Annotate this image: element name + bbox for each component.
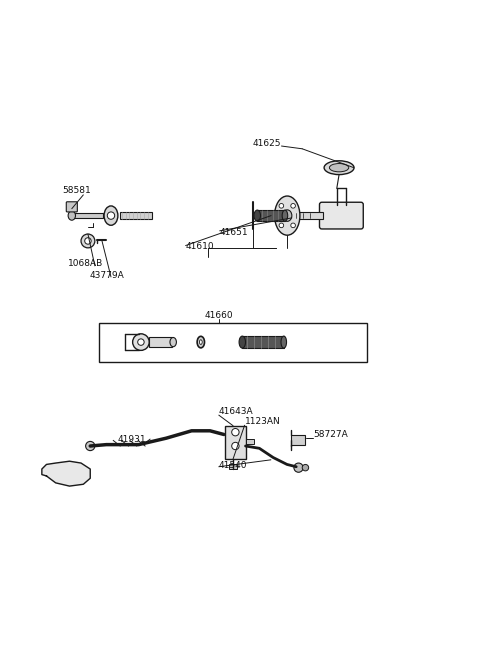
Bar <box>120 212 152 219</box>
Circle shape <box>138 339 144 346</box>
Bar <box>72 213 103 218</box>
Text: 1068AB: 1068AB <box>68 259 103 268</box>
Circle shape <box>232 428 239 436</box>
Circle shape <box>85 442 95 451</box>
Ellipse shape <box>282 210 288 221</box>
Ellipse shape <box>170 338 177 347</box>
Circle shape <box>302 464 309 471</box>
FancyBboxPatch shape <box>320 202 363 229</box>
Circle shape <box>291 204 295 208</box>
Ellipse shape <box>254 210 261 221</box>
Circle shape <box>291 223 295 228</box>
Text: 1123AN: 1123AN <box>245 417 280 426</box>
Bar <box>225 426 246 459</box>
Text: 41931: 41931 <box>118 435 146 444</box>
Circle shape <box>132 334 149 350</box>
Ellipse shape <box>283 210 292 221</box>
Bar <box>246 439 254 443</box>
Ellipse shape <box>104 206 118 225</box>
Ellipse shape <box>275 196 300 235</box>
Ellipse shape <box>68 211 75 220</box>
Circle shape <box>279 223 284 228</box>
Ellipse shape <box>200 340 202 344</box>
Text: 41540: 41540 <box>219 461 247 470</box>
Ellipse shape <box>281 336 287 348</box>
Ellipse shape <box>197 336 204 348</box>
Text: 58581: 58581 <box>62 186 91 195</box>
Text: 41651: 41651 <box>220 229 248 237</box>
Circle shape <box>108 212 115 219</box>
Bar <box>242 336 284 348</box>
Ellipse shape <box>324 161 354 175</box>
Bar <box>294 212 323 219</box>
Circle shape <box>232 442 239 449</box>
Bar <box>99 323 367 361</box>
Text: 58727A: 58727A <box>314 430 348 439</box>
Bar <box>257 210 285 221</box>
Circle shape <box>294 463 303 472</box>
Circle shape <box>279 204 284 208</box>
Bar <box>291 436 304 445</box>
Text: 41610: 41610 <box>186 242 214 251</box>
Circle shape <box>81 234 95 248</box>
Bar <box>229 464 237 469</box>
Text: 41625: 41625 <box>253 139 281 148</box>
Circle shape <box>84 238 91 244</box>
Text: 43779A: 43779A <box>90 271 124 280</box>
Text: 41643A: 41643A <box>219 407 253 416</box>
Ellipse shape <box>239 336 246 348</box>
Ellipse shape <box>329 164 349 172</box>
Bar <box>149 338 172 347</box>
Polygon shape <box>42 461 90 486</box>
Text: 41660: 41660 <box>205 311 234 321</box>
Circle shape <box>289 211 299 220</box>
FancyBboxPatch shape <box>66 202 77 212</box>
